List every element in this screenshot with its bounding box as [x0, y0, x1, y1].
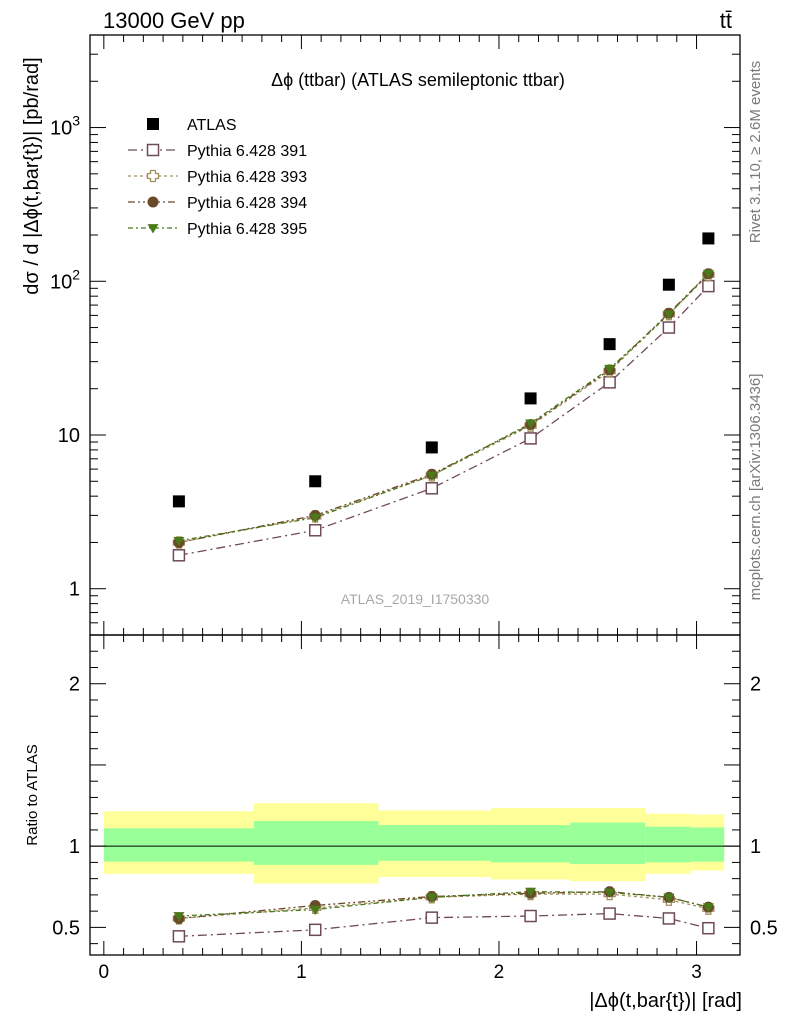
ratio-point-pythia-6-428-391 — [172, 930, 186, 943]
x-tick-label: 3 — [691, 962, 702, 983]
data-point-pythia-6-428-395 — [309, 513, 321, 524]
data-point-pythia-6-428-395 — [525, 419, 537, 429]
stat-uncertainty-band — [103, 828, 254, 862]
ratio-frame — [89, 634, 741, 956]
x-tick-label: 2 — [494, 962, 505, 983]
ratio-panel: 0 1 2 3 0.5 0.5 1 1 2 2 Ratio to ATLAS — [24, 634, 778, 983]
data-point-atlas — [524, 392, 537, 405]
x-axis-label: |Δϕ(t,bar{t})| [rad] — [589, 990, 742, 1012]
ratio-point-pythia-6-428-395 — [173, 912, 185, 922]
legend-label-pythia-6-428-394: Pythia 6.428 394 — [187, 195, 307, 212]
stat-uncertainty-band — [378, 825, 492, 861]
ratio-point-pythia-6-428-395 — [604, 888, 616, 898]
ratio-point-pythia-6-428-395 — [525, 887, 537, 898]
legend-marker-atlas — [147, 118, 159, 130]
main-panel: ATLAS_2019_I1750330 1 10 102 103 Δϕ (ttbar)… — [21, 34, 741, 636]
ratio-y-tick-label: 1 — [69, 836, 80, 858]
y-tick-label: 103 — [50, 113, 80, 140]
data-point-atlas — [662, 278, 675, 291]
ratio-point-pythia-6-428-395 — [309, 905, 321, 916]
y-tick-label: 102 — [50, 266, 80, 293]
data-point-pythia-6-428-391 — [524, 432, 537, 445]
ratio-point-pythia-6-428-395 — [663, 893, 675, 903]
data-point-pythia-6-428-395 — [604, 364, 616, 375]
ratio-point-pythia-6-428-391 — [603, 907, 616, 920]
side-text-rivet: Rivet 3.1.10, ≥ 2.6M events — [747, 61, 764, 244]
series-line-pythia-6-428-393 — [178, 274, 709, 544]
stat-uncertainty-band — [491, 825, 571, 863]
y-tick-label: 1 — [69, 579, 80, 601]
data-point-pythia-6-428-391 — [308, 524, 322, 537]
ratio-y-axis-label: Ratio to ATLAS — [24, 744, 41, 845]
legend: ATLAS Pythia 6.428 391 Pythia 6.428 393 Pyt… — [128, 117, 307, 238]
ratio-line-pythia-6-428-391 — [178, 912, 709, 937]
stat-uncertainty-band — [253, 820, 379, 865]
ratio-point-pythia-6-428-391 — [425, 911, 439, 924]
main-y-axis-label: dσ / d |Δϕ(t,bar{t})| [pb/rad] — [21, 57, 43, 294]
data-point-pythia-6-428-395 — [173, 536, 185, 547]
legend-marker-pythia-6-428-394 — [147, 196, 159, 208]
legend-marker-pythia-6-428-393 — [146, 169, 160, 183]
header-left: 13000 GeV pp — [103, 8, 245, 33]
data-point-pythia-6-428-391 — [603, 376, 616, 389]
side-text-mcplots: mcplots.cern.ch [arXiv:1306.3436] — [747, 374, 764, 601]
legend-label-pythia-6-428-393: Pythia 6.428 393 — [187, 169, 307, 186]
data-point-pythia-6-428-395 — [426, 471, 438, 482]
ratio-point-pythia-6-428-391 — [702, 921, 715, 935]
data-point-pythia-6-428-395 — [702, 269, 714, 280]
series-line-pythia-6-428-394 — [178, 273, 709, 544]
watermark-analysis-id: ATLAS_2019_I1750330 — [341, 591, 490, 607]
ratio-y-tick-label-right: 1 — [750, 836, 761, 858]
stat-uncertainty-band — [690, 827, 725, 862]
ratio-point-pythia-6-428-395 — [426, 893, 438, 903]
x-tick-label: 1 — [296, 962, 307, 983]
data-point-atlas — [603, 338, 616, 351]
data-point-pythia-6-428-391 — [702, 279, 715, 293]
legend-label-pythia-6-428-395: Pythia 6.428 395 — [187, 221, 307, 238]
x-tick-label: 0 — [99, 962, 110, 983]
ratio-y-tick-label-right: 2 — [750, 674, 761, 696]
data-point-atlas — [172, 495, 185, 508]
ratio-point-pythia-6-428-391 — [308, 923, 322, 937]
data-point-atlas — [425, 441, 438, 454]
ratio-y-tick-label: 2 — [69, 674, 80, 696]
series-line-pythia-6-428-391 — [178, 285, 709, 556]
stat-uncertainty-band — [645, 826, 691, 863]
header-right: tt̄ — [720, 8, 732, 33]
data-point-pythia-6-428-391 — [425, 482, 439, 495]
data-point-pythia-6-428-395 — [663, 310, 675, 320]
ratio-y-tick-label: 0.5 — [52, 917, 80, 939]
data-point-atlas — [309, 475, 322, 488]
ratio-point-pythia-6-428-391 — [662, 912, 676, 925]
ratio-point-pythia-6-428-395 — [702, 903, 714, 913]
legend-label-atlas: ATLAS — [187, 117, 237, 134]
stat-uncertainty-band — [570, 822, 646, 865]
chart-title: Δϕ (ttbar) (ATLAS semileptonic ttbar) — [271, 70, 565, 90]
legend-label-pythia-6-428-391: Pythia 6.428 391 — [187, 143, 307, 160]
data-point-pythia-6-428-391 — [662, 321, 676, 334]
y-tick-label: 10 — [58, 425, 80, 447]
data-point-atlas — [702, 232, 715, 245]
ratio-y-tick-label-right: 0.5 — [750, 917, 778, 939]
ratio-point-pythia-6-428-391 — [524, 909, 537, 923]
legend-marker-pythia-6-428-395 — [147, 224, 159, 234]
legend-marker-pythia-6-428-391 — [146, 143, 160, 157]
series-line-pythia-6-428-395 — [178, 273, 709, 542]
data-point-pythia-6-428-391 — [172, 549, 186, 562]
